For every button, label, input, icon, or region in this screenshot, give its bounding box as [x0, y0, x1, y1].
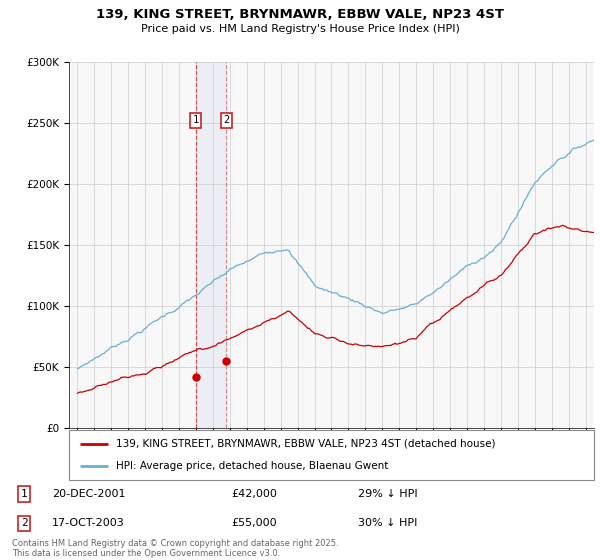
Text: 2: 2	[223, 115, 230, 125]
Text: 139, KING STREET, BRYNMAWR, EBBW VALE, NP23 4ST (detached house): 139, KING STREET, BRYNMAWR, EBBW VALE, N…	[116, 438, 496, 449]
FancyBboxPatch shape	[69, 430, 594, 480]
Text: 2: 2	[20, 519, 28, 528]
Text: Price paid vs. HM Land Registry's House Price Index (HPI): Price paid vs. HM Land Registry's House …	[140, 24, 460, 34]
Text: 17-OCT-2003: 17-OCT-2003	[52, 519, 125, 528]
Text: £42,000: £42,000	[231, 489, 277, 499]
Text: 1: 1	[20, 489, 28, 499]
Text: HPI: Average price, detached house, Blaenau Gwent: HPI: Average price, detached house, Blae…	[116, 461, 389, 472]
Text: 30% ↓ HPI: 30% ↓ HPI	[358, 519, 417, 528]
Text: 29% ↓ HPI: 29% ↓ HPI	[358, 489, 417, 499]
Text: Contains HM Land Registry data © Crown copyright and database right 2025.
This d: Contains HM Land Registry data © Crown c…	[12, 539, 338, 558]
Text: 139, KING STREET, BRYNMAWR, EBBW VALE, NP23 4ST: 139, KING STREET, BRYNMAWR, EBBW VALE, N…	[96, 8, 504, 21]
Bar	[196, 62, 226, 428]
Text: 1: 1	[193, 115, 199, 125]
Text: £55,000: £55,000	[231, 519, 277, 528]
Text: 20-DEC-2001: 20-DEC-2001	[52, 489, 126, 499]
